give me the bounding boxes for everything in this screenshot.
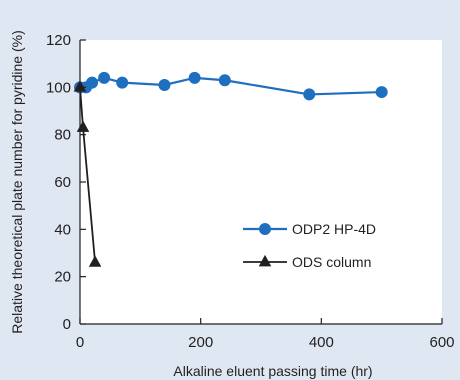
y-tick-label: 80 — [54, 127, 71, 144]
y-tick-label: 100 — [46, 79, 71, 96]
data-point — [375, 86, 388, 99]
y-tick-label: 0 — [63, 316, 71, 333]
legend-label: ODS column — [292, 254, 371, 270]
data-point — [158, 78, 171, 91]
y-tick-label: 120 — [46, 32, 71, 49]
data-point — [86, 76, 99, 89]
x-tick-label: 200 — [188, 334, 213, 351]
x-tick-label: 600 — [429, 334, 454, 351]
x-tick-label: 400 — [309, 334, 334, 351]
y-axis-title: Relative theoretical plate number for py… — [9, 30, 25, 333]
data-point — [303, 88, 316, 101]
y-tick-label: 40 — [54, 221, 71, 238]
x-axis-title: Alkaline eluent passing time (hr) — [173, 363, 372, 379]
data-point — [98, 71, 111, 84]
data-point — [188, 71, 201, 84]
x-tick-label: 0 — [76, 334, 84, 351]
legend-item: ODP2 HP-4D — [243, 221, 376, 237]
legend-marker — [258, 254, 272, 267]
data-point — [218, 74, 231, 87]
y-tick-label: 60 — [54, 174, 71, 191]
legend-marker — [259, 223, 271, 235]
data-point — [116, 76, 129, 89]
y-tick-label: 20 — [54, 269, 71, 286]
data-point — [88, 255, 102, 267]
legend-item: ODS column — [243, 254, 371, 270]
legend-label: ODP2 HP-4D — [292, 221, 376, 237]
